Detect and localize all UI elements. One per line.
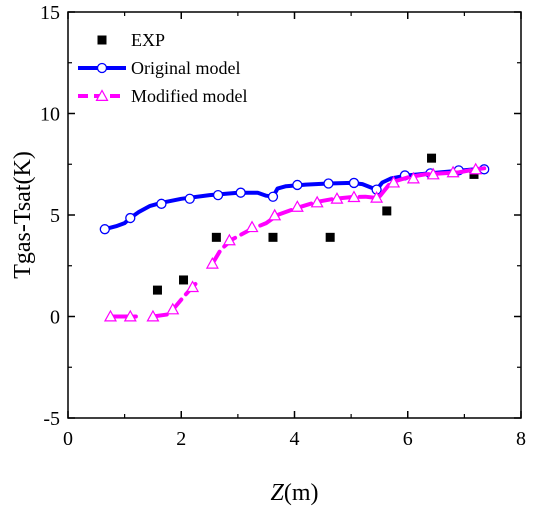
data-point [152, 285, 162, 295]
data-point-marker [426, 167, 440, 180]
x-axis-title: Z(m) [270, 480, 318, 506]
data-point-marker [166, 302, 180, 315]
legend-marker [97, 35, 107, 45]
series-line [102, 166, 488, 232]
y-tick-label: 15 [40, 2, 60, 24]
data-point [211, 232, 221, 242]
data-point-marker [469, 162, 483, 175]
data-point-marker [406, 171, 420, 184]
y-tick-label: 0 [50, 307, 60, 329]
legend-label: Modified model [131, 86, 247, 106]
x-tick-label: 0 [63, 428, 73, 450]
data-point-marker [267, 191, 279, 202]
data-point [325, 232, 335, 242]
series-line [150, 282, 198, 319]
legend: EXP Original model Modified model [78, 30, 247, 106]
x-axis-title-variable: Z [270, 480, 284, 506]
data-point-marker [125, 212, 136, 224]
data-point-marker [310, 195, 324, 208]
legend-entry: Modified model [78, 86, 247, 106]
x-tick-label: 2 [176, 428, 186, 450]
data-point-marker [184, 193, 195, 204]
data-point-marker [212, 189, 224, 201]
x-axis-title-unit: (m) [284, 480, 319, 506]
legend-marker [95, 89, 109, 102]
data-point-marker [347, 190, 361, 203]
data-point-marker [387, 175, 401, 188]
data-point-marker [103, 309, 117, 322]
y-axis-title: Tgas-Tsat(K) [10, 151, 36, 279]
legend-marker [96, 62, 108, 74]
data-point [469, 169, 479, 179]
data-point-marker [123, 309, 137, 322]
data-point-marker [245, 220, 259, 233]
data-point-marker [235, 187, 246, 198]
y-tick-label: 5 [50, 205, 60, 227]
legend-entry: Original model [78, 58, 240, 78]
data-point-marker [370, 191, 384, 203]
data-point-marker [330, 192, 344, 204]
x-tick-label: 4 [290, 428, 300, 450]
legend-entry: EXP [97, 30, 165, 50]
series-layer [99, 153, 490, 322]
data-point-marker [323, 178, 334, 189]
data-point-marker [205, 256, 219, 269]
data-point-marker [99, 224, 110, 235]
data-point [427, 153, 437, 163]
data-point-marker [268, 208, 282, 221]
data-point [268, 232, 278, 242]
data-point-marker [222, 233, 236, 246]
series-exp [152, 153, 479, 295]
data-point-marker [146, 309, 160, 322]
data-point-marker [446, 165, 460, 178]
axis-ticks [67, 11, 522, 419]
y-tick-label: 10 [40, 104, 60, 126]
data-point [179, 275, 189, 285]
data-point-marker [290, 200, 304, 212]
data-point-marker [348, 177, 360, 189]
x-tick-label: 6 [403, 428, 413, 450]
series-original-model [99, 164, 490, 235]
series-modified-model [103, 162, 487, 322]
data-point [382, 206, 392, 216]
x-tick-label: 8 [516, 428, 526, 450]
y-tick-label: -5 [43, 408, 60, 430]
legend-label: Original model [131, 58, 240, 78]
legend-label: EXP [131, 30, 165, 50]
data-point-marker [186, 280, 200, 293]
data-point-marker [156, 198, 167, 209]
data-point-marker [292, 179, 303, 191]
